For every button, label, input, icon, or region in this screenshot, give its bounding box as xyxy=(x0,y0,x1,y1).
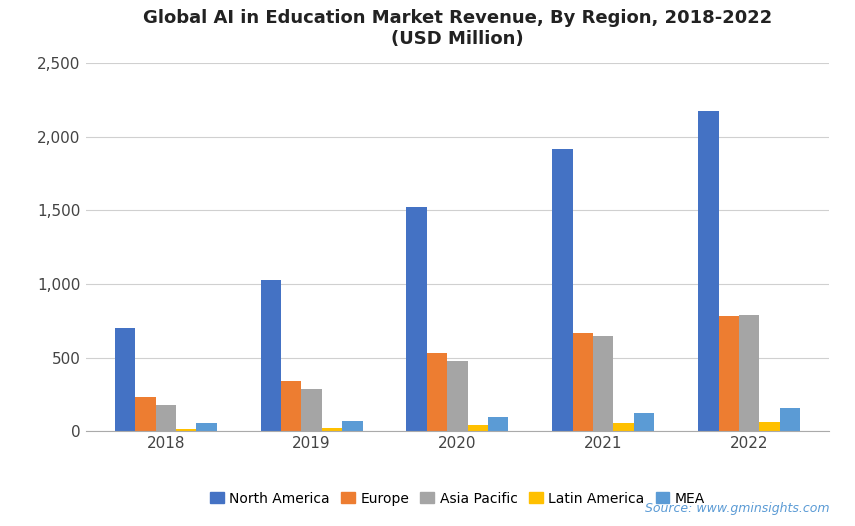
Bar xyxy=(406,207,427,431)
Text: Source: www.gminsights.com: Source: www.gminsights.com xyxy=(645,502,829,515)
Bar xyxy=(176,429,197,431)
Bar xyxy=(718,316,739,431)
Bar xyxy=(759,422,780,431)
Bar xyxy=(156,405,176,431)
Bar xyxy=(342,421,363,431)
Bar xyxy=(614,423,634,431)
Bar xyxy=(197,423,217,431)
Bar xyxy=(261,280,281,431)
Bar xyxy=(427,353,447,431)
Bar xyxy=(488,417,509,431)
Legend: North America, Europe, Asia Pacific, Latin America, MEA: North America, Europe, Asia Pacific, Lat… xyxy=(204,486,711,511)
Bar xyxy=(634,413,654,431)
Title: Global AI in Education Market Revenue, By Region, 2018-2022
(USD Million): Global AI in Education Market Revenue, B… xyxy=(143,9,772,48)
Bar xyxy=(281,380,301,431)
Bar xyxy=(780,409,800,431)
Bar xyxy=(573,332,593,431)
Bar xyxy=(135,397,156,431)
Bar xyxy=(739,315,759,431)
Bar xyxy=(301,389,321,431)
Bar xyxy=(115,328,135,431)
Bar xyxy=(698,111,718,431)
Bar xyxy=(447,361,468,431)
Bar xyxy=(593,336,614,431)
Bar xyxy=(552,148,573,431)
Bar xyxy=(468,426,488,431)
Bar xyxy=(321,428,342,431)
